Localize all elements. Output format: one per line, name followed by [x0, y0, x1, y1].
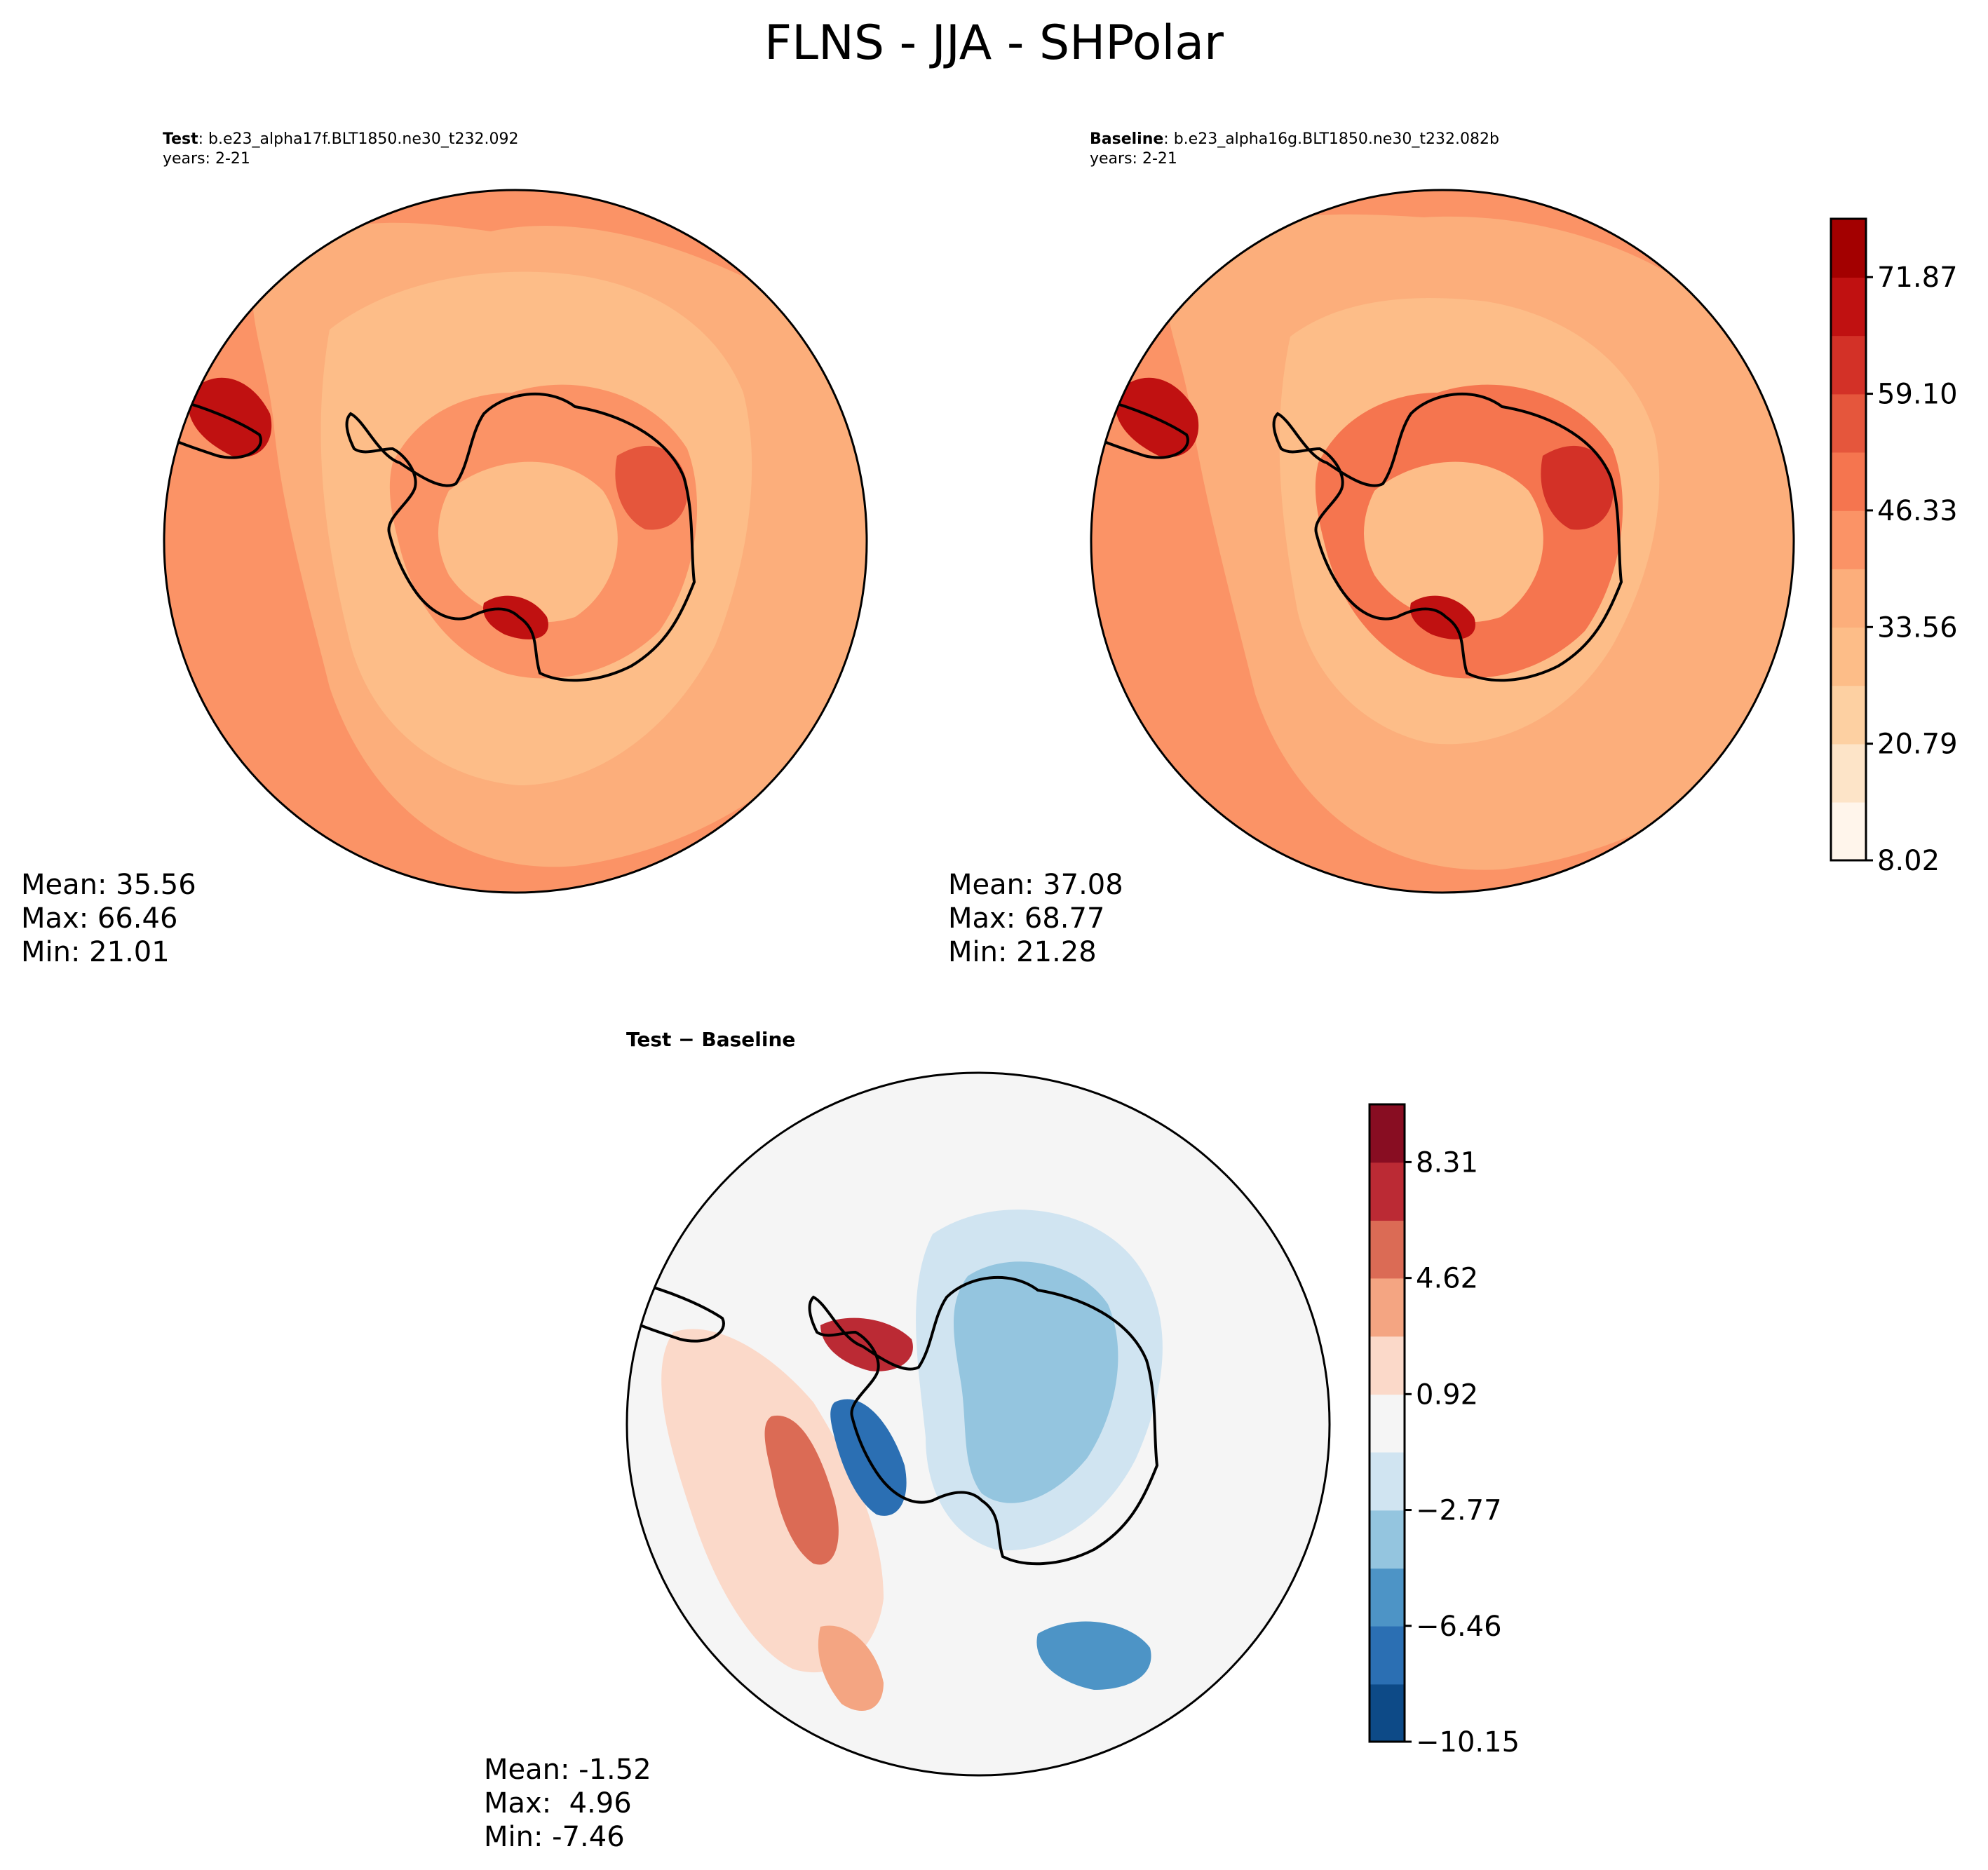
main-colorbar-segment [1831, 685, 1866, 745]
diff-stats: Mean: -1.52 Max: 4.96 Min: -7.46 [484, 1753, 651, 1854]
diff-colorbar-segment [1370, 1220, 1405, 1279]
main-colorbar-tick-label: 71.87 [1877, 262, 1958, 294]
main-colorbar-segment [1831, 219, 1866, 278]
diff-map-border [626, 1071, 1331, 1777]
baseline-max: Max: 68.77 [948, 902, 1105, 935]
main-colorbar-segment [1831, 510, 1866, 569]
test-field-rossshelf [483, 595, 548, 639]
diff-colorbar-segment [1370, 1104, 1405, 1163]
main-colorbar-segment [1831, 743, 1866, 803]
test-stats: Mean: 35.56 Max: 66.46 Min: 21.01 [21, 868, 196, 969]
main-colorbar-frame [1830, 217, 1867, 862]
diff-colorbar-tick-label: −2.77 [1416, 1495, 1502, 1527]
figure-title: FLNS - JJA - SHPolar [764, 15, 1224, 71]
test-min: Min: 21.01 [21, 936, 170, 968]
test-field-east-high [615, 445, 688, 530]
baseline-field-east-high [1541, 445, 1614, 530]
diff-min: Min: -7.46 [484, 1821, 625, 1853]
diff-colorbar-segment [1370, 1278, 1405, 1337]
diff-colorbar-segment [1370, 1451, 1405, 1511]
diff-field-west-positive-core [764, 1415, 839, 1565]
main-colorbar-segment [1831, 569, 1866, 628]
main-colorbar-segment [1831, 627, 1866, 686]
diff-colorbar-tick-label: −10.15 [1416, 1726, 1520, 1759]
baseline-field-interior [1364, 461, 1543, 623]
test-panel-title: Test: b.e23_alpha17f.BLT1850.ne30_t232.0… [163, 130, 518, 169]
main-colorbar-tick-label: 59.10 [1877, 379, 1958, 411]
main-colorbar-tick-label: 8.02 [1877, 845, 1940, 877]
diff-field-southeast-negative [1036, 1621, 1151, 1690]
diff-colorbar-segment [1370, 1625, 1405, 1685]
test-baseline-colorbar: 8.02 20.79 33.56 46.33 59.10 71.87 [1830, 217, 1958, 877]
test-coastline-southamerica [164, 398, 262, 459]
baseline-coastline [1272, 392, 1623, 682]
diff-colorbar-segment [1370, 1162, 1405, 1221]
baseline-case-name: : b.e23_alpha16g.BLT1850.ne30_t232.082b [1163, 130, 1499, 148]
test-map [164, 190, 867, 893]
baseline-coastline-southamerica [1091, 398, 1189, 459]
diff-coastline [808, 1275, 1159, 1566]
main-colorbar-segment [1831, 335, 1866, 395]
baseline-years: years: 2-21 [1090, 150, 1177, 168]
diff-mean: Mean: -1.52 [484, 1754, 651, 1786]
main-colorbar-tick-label: 33.56 [1877, 611, 1958, 644]
diff-colorbar-segment [1370, 1568, 1405, 1627]
test-label: Test [163, 130, 198, 148]
baseline-mean: Mean: 37.08 [948, 869, 1123, 901]
test-mean: Mean: 35.56 [21, 869, 196, 901]
diff-coastline-southamerica [627, 1282, 725, 1343]
main-colorbar-segment [1831, 452, 1866, 511]
main-colorbar-segment [1831, 277, 1866, 337]
diff-colorbar-segment [1370, 1394, 1405, 1453]
diff-colorbar-tick-label: 8.31 [1416, 1146, 1478, 1179]
main-colorbar-segment [1831, 801, 1866, 861]
diff-colorbar: −10.15 −6.46 −2.77 0.92 4.62 8.31 [1368, 1103, 1520, 1759]
diff-colorbar-segment [1370, 1510, 1405, 1569]
test-field-interior [438, 461, 618, 623]
diff-map [627, 1073, 1330, 1775]
diff-colorbar-tick-label: 4.62 [1416, 1263, 1478, 1295]
diff-colorbar-frame [1368, 1103, 1406, 1743]
diff-colorbar-segment [1370, 1336, 1405, 1395]
diff-colorbar-tick-label: 0.92 [1416, 1378, 1478, 1411]
main-colorbar-tick-label: 46.33 [1877, 495, 1958, 527]
baseline-map-border [1090, 189, 1795, 894]
diff-field-west-positive [661, 1329, 884, 1673]
baseline-map [1091, 190, 1794, 893]
baseline-stats: Mean: 37.08 Max: 68.77 Min: 21.28 [948, 868, 1123, 969]
diff-max: Max: 4.96 [484, 1787, 632, 1820]
baseline-panel-title: Baseline: b.e23_alpha16g.BLT1850.ne30_t2… [1090, 130, 1499, 169]
test-max: Max: 66.46 [21, 902, 178, 935]
test-case-name: : b.e23_alpha17f.BLT1850.ne30_t232.092 [198, 130, 519, 148]
main-colorbar-tick-label: 20.79 [1877, 729, 1958, 761]
diff-colorbar-tick-label: −6.46 [1416, 1611, 1502, 1643]
baseline-label: Baseline [1090, 130, 1164, 148]
main-colorbar-segment [1831, 393, 1866, 453]
baseline-min: Min: 21.28 [948, 936, 1097, 968]
diff-panel-title: Test − Baseline [626, 1028, 796, 1051]
diff-field-east-negative-core [954, 1261, 1118, 1503]
test-coastline [345, 392, 696, 682]
baseline-field-rossshelf [1410, 595, 1475, 639]
test-map-border [163, 189, 868, 894]
diff-colorbar-segment [1370, 1683, 1405, 1742]
diff-field-west-pos-lower [818, 1625, 884, 1711]
test-years: years: 2-21 [163, 150, 250, 168]
